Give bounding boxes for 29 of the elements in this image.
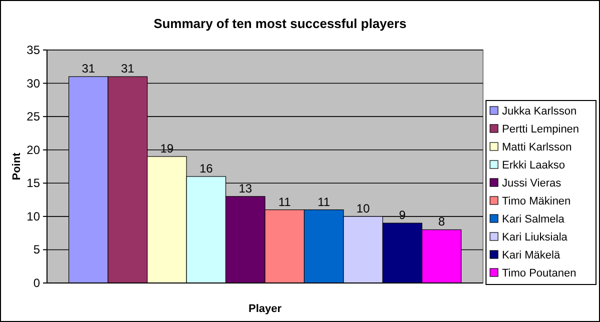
x-axis-title: Player: [248, 303, 282, 315]
y-tick-label: 20: [26, 142, 40, 157]
y-tick-label: 35: [26, 43, 40, 57]
y-tick-label: 15: [26, 176, 40, 190]
data-label: 11: [318, 194, 330, 209]
data-label: 31: [82, 62, 96, 76]
data-label: 13: [238, 181, 252, 196]
y-tick-label: 25: [26, 110, 40, 124]
legend-label: Timo Poutanen: [502, 268, 576, 280]
data-label: 16: [199, 161, 214, 176]
data-label: 8: [438, 214, 446, 229]
legend-label: Kari Mäkelä: [502, 250, 561, 262]
legend-label: Erkki Laakso: [502, 160, 565, 172]
legend-label: Pertti Lempinen: [502, 124, 580, 136]
y-tick-label: 10: [26, 209, 40, 224]
legend-label: Matti Karlsson: [502, 142, 572, 154]
y-tick-label: 30: [26, 76, 40, 90]
legend-label: Timo Mäkinen: [502, 196, 571, 208]
legend-label: Jussi Vieras: [502, 178, 562, 190]
data-label: 11: [278, 194, 292, 209]
data-label: 10: [356, 201, 370, 216]
data-label: 31: [120, 62, 135, 76]
legend-label: Kari Salmela: [502, 214, 566, 226]
chart-title: Summary of ten most successful players: [154, 16, 406, 31]
legend-label: Kari Liuksiala: [502, 232, 568, 244]
y-axis-title: Point: [11, 152, 23, 180]
legend-label: Jukka Karlsson: [502, 106, 577, 118]
y-tick-label: 5: [33, 242, 40, 257]
y-tick-label: 0: [33, 276, 40, 290]
